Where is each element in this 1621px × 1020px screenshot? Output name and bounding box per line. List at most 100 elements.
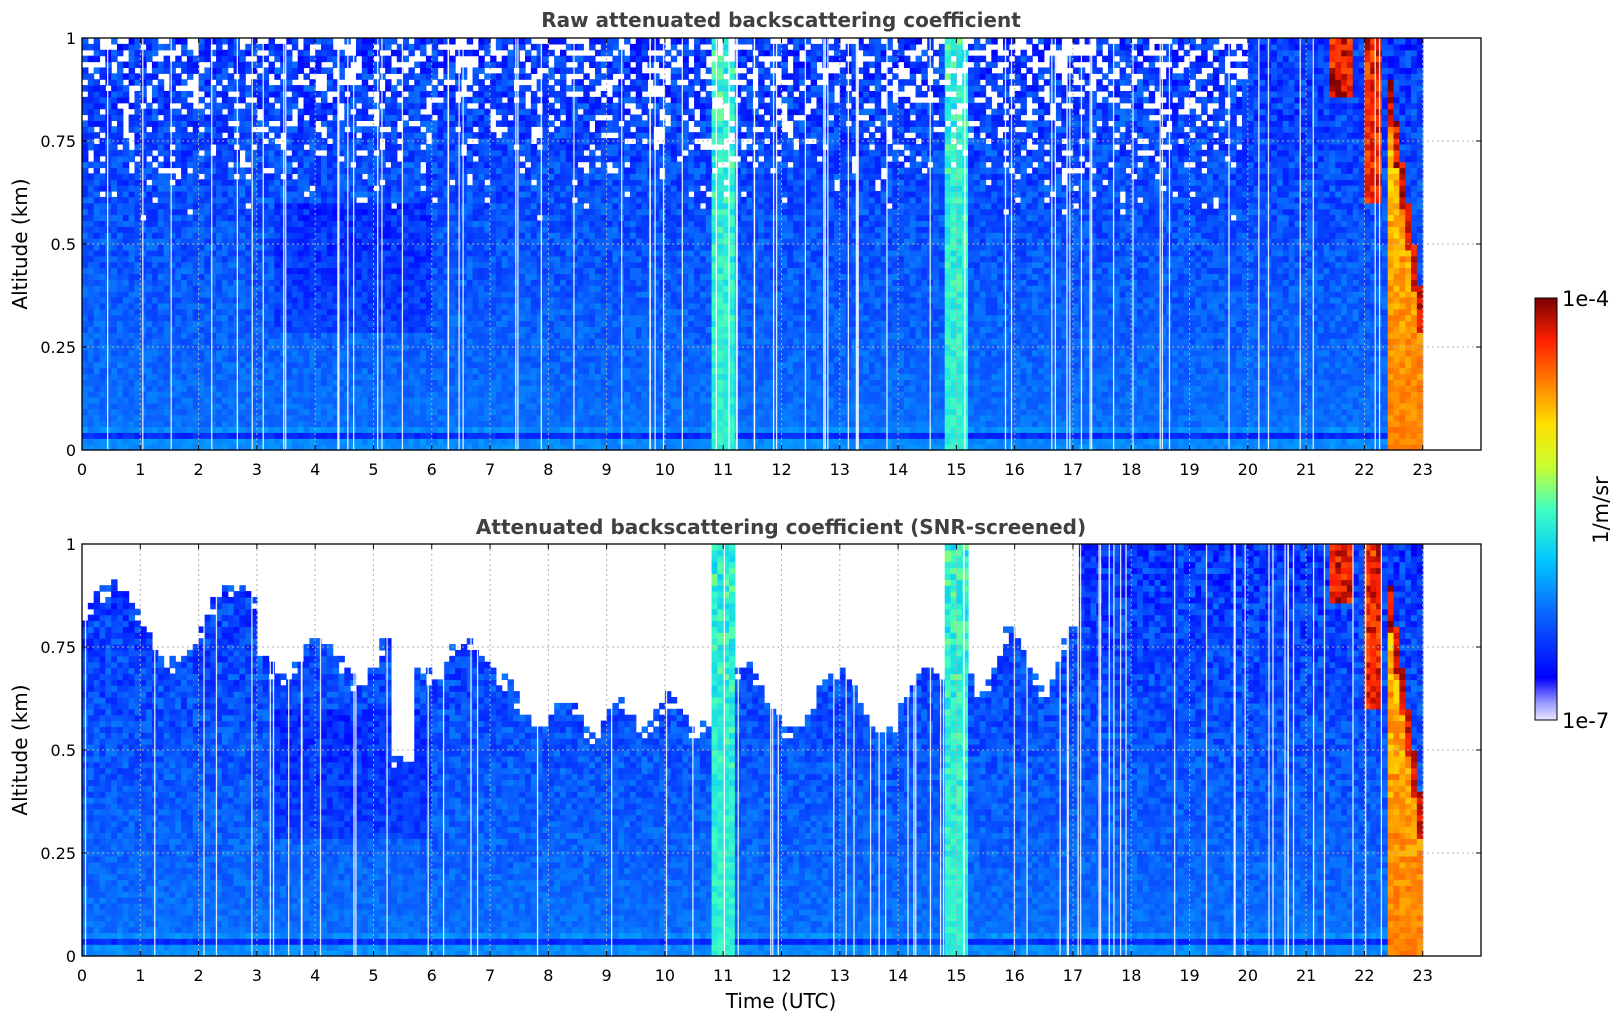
heatmap-cell — [99, 250, 105, 256]
heatmap-cell — [414, 321, 420, 327]
heatmap-cell — [478, 226, 484, 232]
heatmap-cell — [88, 191, 94, 197]
heatmap-cell — [286, 173, 292, 179]
heatmap-cell — [327, 150, 333, 156]
heatmap-cell — [327, 126, 333, 132]
heatmap-cell — [123, 179, 129, 185]
heatmap-cell — [129, 373, 135, 379]
heatmap-cell — [304, 373, 310, 379]
heatmap-cell — [88, 262, 94, 268]
heatmap-cell — [99, 120, 105, 126]
heatmap-cell — [478, 285, 484, 291]
heatmap-cell — [274, 385, 280, 391]
heatmap-cell — [88, 291, 94, 297]
heatmap-cell — [327, 326, 333, 332]
heatmap-cell — [385, 326, 391, 332]
heatmap-cell — [391, 385, 397, 391]
heatmap-cell — [140, 262, 146, 268]
heatmap-cell — [461, 397, 467, 403]
heatmap-cell — [304, 303, 310, 309]
heatmap-cell — [449, 373, 455, 379]
heatmap-cell — [467, 321, 473, 327]
heatmap-cell — [473, 432, 479, 438]
heatmap-cell — [420, 91, 426, 97]
heatmap-cell — [123, 85, 129, 91]
heatmap-cell — [298, 209, 304, 215]
heatmap-cell — [385, 185, 391, 191]
heatmap-cell — [327, 144, 333, 150]
heatmap-cell — [403, 97, 409, 103]
heatmap-cell — [292, 262, 298, 268]
heatmap-cell — [286, 220, 292, 226]
heatmap-cell — [158, 62, 164, 68]
heatmap-cell — [88, 173, 94, 179]
heatmap-cell — [403, 379, 409, 385]
heatmap-cell — [257, 350, 263, 356]
heatmap-cell — [391, 115, 397, 121]
heatmap-cell — [467, 379, 473, 385]
heatmap-cell — [187, 232, 193, 238]
heatmap-cell — [321, 415, 327, 421]
heatmap-cell — [245, 115, 251, 121]
heatmap-cell — [274, 256, 280, 262]
heatmap-cell — [438, 391, 444, 397]
heatmap-cell — [286, 415, 292, 421]
heatmap-cell — [199, 421, 205, 427]
heatmap-cell — [327, 256, 333, 262]
heatmap-cell — [228, 326, 234, 332]
heatmap-cell — [304, 179, 310, 185]
heatmap-cell — [228, 250, 234, 256]
heatmap-cell — [257, 56, 263, 62]
heatmap-cell — [455, 50, 461, 56]
heatmap-cell — [315, 309, 321, 315]
heatmap-cell — [432, 109, 438, 115]
heatmap-cell — [467, 185, 473, 191]
heatmap-cell — [82, 120, 88, 126]
heatmap-cell — [175, 391, 181, 397]
heatmap-cell — [140, 144, 146, 150]
heatmap-cell — [181, 415, 187, 421]
heatmap-cell — [187, 56, 193, 62]
heatmap-cell — [356, 303, 362, 309]
heatmap-cell — [94, 220, 100, 226]
heatmap-cell — [327, 262, 333, 268]
heatmap-cell — [146, 226, 152, 232]
heatmap-cell — [385, 309, 391, 315]
heatmap-cell — [327, 197, 333, 203]
heatmap-cell — [449, 309, 455, 315]
heatmap-cell — [455, 268, 461, 274]
heatmap-cell — [169, 209, 175, 215]
heatmap-cell — [269, 103, 275, 109]
heatmap-cell — [164, 326, 170, 332]
heatmap-cell — [222, 356, 228, 362]
heatmap-cell — [216, 185, 222, 191]
heatmap-cell — [129, 268, 135, 274]
heatmap-cell — [111, 167, 117, 173]
heatmap-cell — [414, 356, 420, 362]
heatmap-cell — [257, 120, 263, 126]
heatmap-cell — [292, 244, 298, 250]
heatmap-cell — [327, 309, 333, 315]
heatmap-cell — [111, 426, 117, 432]
heatmap-cell — [467, 226, 473, 232]
heatmap-cell — [403, 144, 409, 150]
heatmap-cell — [269, 426, 275, 432]
heatmap-cell — [239, 356, 245, 362]
heatmap-cell — [478, 397, 484, 403]
heatmap-cell — [140, 268, 146, 274]
heatmap-cell — [385, 373, 391, 379]
heatmap-cell — [298, 150, 304, 156]
heatmap-cell — [461, 279, 467, 285]
heatmap-cell — [420, 79, 426, 85]
heatmap-cell — [140, 356, 146, 362]
heatmap-cell — [408, 368, 414, 374]
heatmap-cell — [286, 132, 292, 138]
heatmap-cell — [298, 368, 304, 374]
heatmap-cell — [117, 291, 123, 297]
heatmap-cell — [269, 368, 275, 374]
heatmap-cell — [129, 79, 135, 85]
heatmap-cell — [204, 391, 210, 397]
heatmap-cell — [467, 85, 473, 91]
heatmap-cell — [408, 297, 414, 303]
heatmap-cell — [88, 356, 94, 362]
